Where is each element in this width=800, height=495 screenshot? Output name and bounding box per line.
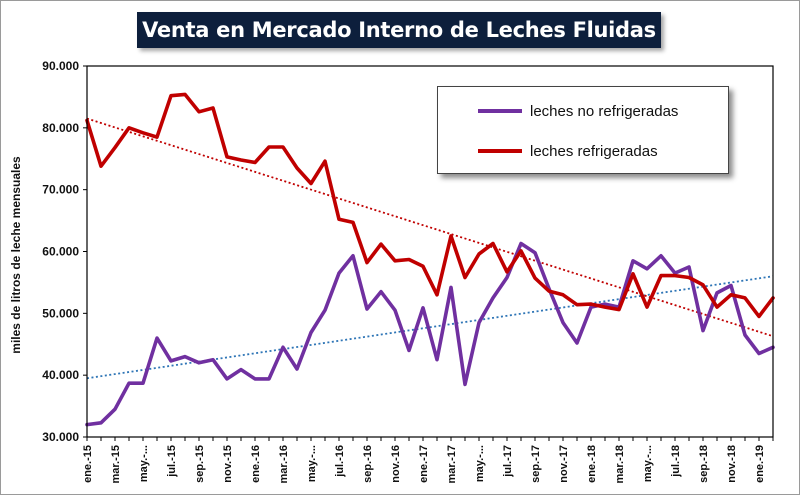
- trend-line-refrigeradas: [86, 117, 774, 338]
- x-tick-label: nov.-18: [726, 445, 738, 483]
- y-tick-label: 60.000: [42, 245, 79, 259]
- y-tick-label: 50.000: [42, 306, 79, 320]
- x-tick-label: jul.-15: [166, 445, 178, 478]
- x-tick-label: sep.-17: [530, 445, 542, 483]
- series-line-no-refrigeradas: [85, 241, 775, 427]
- y-tick-label: 30.000: [42, 430, 79, 444]
- legend-item-no-refrigeradas: leches no refrigeradas: [438, 101, 678, 121]
- x-tick-label: may.-...: [138, 445, 150, 482]
- series-line-refrigeradas: [85, 92, 775, 319]
- y-tick-label: 70.000: [42, 183, 79, 197]
- x-tick-label: sep.-18: [698, 445, 710, 483]
- legend: leches no refrigeradas leches refrigerad…: [437, 86, 729, 174]
- x-tick-label: nov.-15: [222, 445, 234, 483]
- x-tick-label: ene.-16: [250, 445, 262, 483]
- chart-title: Venta en Mercado Interno de Leches Fluid…: [137, 12, 661, 48]
- x-tick-label: mar.-15: [110, 445, 122, 484]
- legend-label-no-refrigeradas: leches no refrigeradas: [530, 102, 679, 120]
- x-tick-label: jul.-18: [670, 445, 682, 478]
- legend-swatch-no-refrigeradas: [478, 109, 522, 113]
- legend-item-refrigeradas: leches refrigeradas: [438, 141, 658, 161]
- y-tick-label: 40.000: [42, 368, 79, 382]
- x-tick-label: ene.-18: [586, 445, 598, 483]
- x-tick-label: nov.-16: [390, 445, 402, 483]
- x-tick-label: may.-...: [474, 445, 486, 482]
- x-tick-label: may.-...: [306, 445, 318, 482]
- x-tick-label: jul.-17: [502, 445, 514, 478]
- x-tick-label: may.-...: [642, 445, 654, 482]
- x-tick-label: mar.-16: [278, 445, 290, 484]
- x-tick-label: jul.-16: [334, 445, 346, 478]
- legend-label-refrigeradas: leches refrigeradas: [530, 142, 658, 160]
- legend-swatch-refrigeradas: [478, 149, 522, 153]
- x-tick-label: sep.-16: [362, 445, 374, 483]
- x-tick-label: ene.-15: [82, 445, 94, 483]
- y-tick-label: 80.000: [42, 121, 79, 135]
- x-tick-label: mar.-18: [614, 445, 626, 484]
- y-tick-label: 90.000: [42, 59, 79, 73]
- x-tick-label: sep.-15: [194, 445, 206, 483]
- x-tick-label: mar.-17: [446, 445, 458, 484]
- x-tick-label: nov.-17: [558, 445, 570, 483]
- x-tick-label: ene.-17: [418, 445, 430, 483]
- x-tick-label: ene.-19: [754, 445, 766, 483]
